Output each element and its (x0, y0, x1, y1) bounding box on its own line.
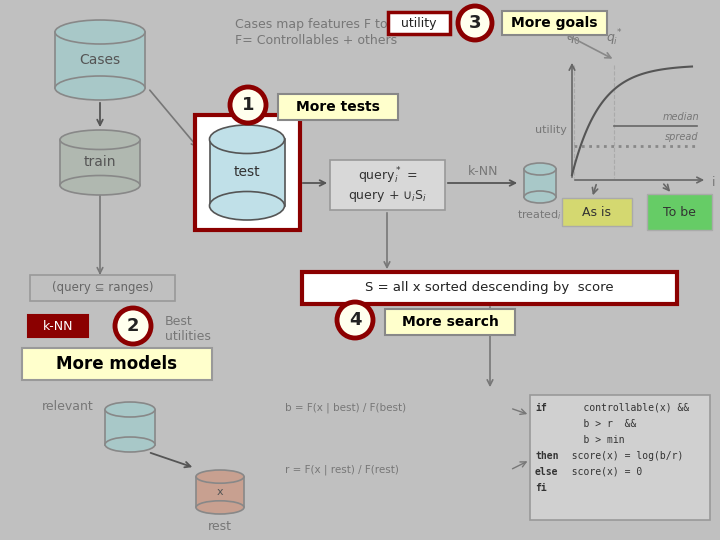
Text: query$_i^*$ =
query + ∪$_i$S$_i$: query$_i^*$ = query + ∪$_i$S$_i$ (348, 166, 427, 204)
Text: if: if (535, 403, 546, 413)
FancyBboxPatch shape (210, 139, 284, 206)
Text: Best
utilities: Best utilities (165, 315, 211, 343)
Text: To be: To be (663, 206, 696, 219)
FancyBboxPatch shape (502, 11, 607, 35)
Text: score(x) = 0: score(x) = 0 (560, 467, 642, 477)
FancyBboxPatch shape (385, 309, 515, 335)
Text: utility: utility (535, 125, 567, 135)
FancyBboxPatch shape (302, 272, 677, 304)
Text: fi: fi (535, 483, 546, 493)
Text: b > min: b > min (560, 435, 625, 445)
FancyBboxPatch shape (195, 115, 300, 230)
Text: i: i (712, 176, 716, 188)
Text: k-NN: k-NN (42, 320, 73, 333)
Text: controllable(x) &&: controllable(x) && (560, 403, 689, 413)
FancyBboxPatch shape (388, 12, 450, 34)
Text: Cases: Cases (79, 53, 120, 67)
Text: More models: More models (56, 355, 178, 373)
Ellipse shape (196, 501, 244, 514)
FancyBboxPatch shape (330, 160, 445, 210)
Text: relevant: relevant (42, 400, 94, 413)
Text: More tests: More tests (296, 100, 380, 114)
Text: else: else (535, 467, 559, 477)
Ellipse shape (105, 437, 155, 452)
Ellipse shape (196, 470, 244, 483)
Text: b = F(x | best) / F(best): b = F(x | best) / F(best) (285, 403, 406, 413)
Text: (query ⊆ ranges): (query ⊆ ranges) (52, 281, 153, 294)
Circle shape (458, 6, 492, 40)
Ellipse shape (55, 76, 145, 100)
FancyBboxPatch shape (30, 275, 175, 301)
Circle shape (115, 308, 151, 344)
Text: r = F(x | rest) / F(rest): r = F(x | rest) / F(rest) (285, 465, 399, 475)
FancyBboxPatch shape (55, 32, 145, 88)
Ellipse shape (105, 402, 155, 417)
Circle shape (230, 87, 266, 123)
Ellipse shape (55, 20, 145, 44)
Text: then: then (535, 451, 559, 461)
Text: treated$_i$: treated$_i$ (518, 208, 562, 222)
FancyBboxPatch shape (105, 409, 155, 444)
Text: k-NN: k-NN (468, 165, 498, 178)
Text: spread: spread (665, 132, 699, 143)
FancyBboxPatch shape (524, 169, 556, 197)
Text: As is: As is (582, 206, 611, 219)
Text: train: train (84, 156, 116, 170)
FancyBboxPatch shape (647, 194, 712, 230)
Ellipse shape (210, 192, 284, 220)
FancyBboxPatch shape (28, 315, 88, 337)
Text: test: test (234, 165, 261, 179)
FancyBboxPatch shape (562, 198, 632, 226)
Ellipse shape (210, 125, 284, 153)
Text: 3: 3 (469, 14, 481, 32)
FancyBboxPatch shape (278, 94, 398, 120)
Text: b > r  &&: b > r && (560, 419, 636, 429)
Text: 4: 4 (348, 311, 361, 329)
Circle shape (337, 302, 373, 338)
FancyBboxPatch shape (60, 140, 140, 185)
Text: F= Controllables + others: F= Controllables + others (235, 34, 397, 47)
Text: utility: utility (401, 17, 437, 30)
FancyBboxPatch shape (196, 477, 244, 508)
Text: 2: 2 (127, 317, 139, 335)
Ellipse shape (524, 163, 556, 175)
Text: score(x) = log(b/r): score(x) = log(b/r) (560, 451, 683, 461)
Text: Cases map features F to a: Cases map features F to a (235, 18, 400, 31)
Text: More search: More search (402, 315, 498, 329)
Ellipse shape (60, 130, 140, 150)
Text: $q_0^*$: $q_0^*$ (566, 28, 582, 48)
Text: S = all x sorted descending by  score: S = all x sorted descending by score (365, 281, 614, 294)
Text: rest: rest (208, 520, 232, 533)
Text: 1: 1 (242, 96, 254, 114)
Text: $q_i^*$: $q_i^*$ (606, 28, 622, 48)
Text: median: median (662, 112, 699, 122)
Text: x: x (217, 487, 223, 497)
FancyBboxPatch shape (530, 395, 710, 520)
Ellipse shape (60, 176, 140, 195)
Ellipse shape (524, 191, 556, 203)
FancyBboxPatch shape (22, 348, 212, 380)
Text: More goals: More goals (511, 16, 598, 30)
